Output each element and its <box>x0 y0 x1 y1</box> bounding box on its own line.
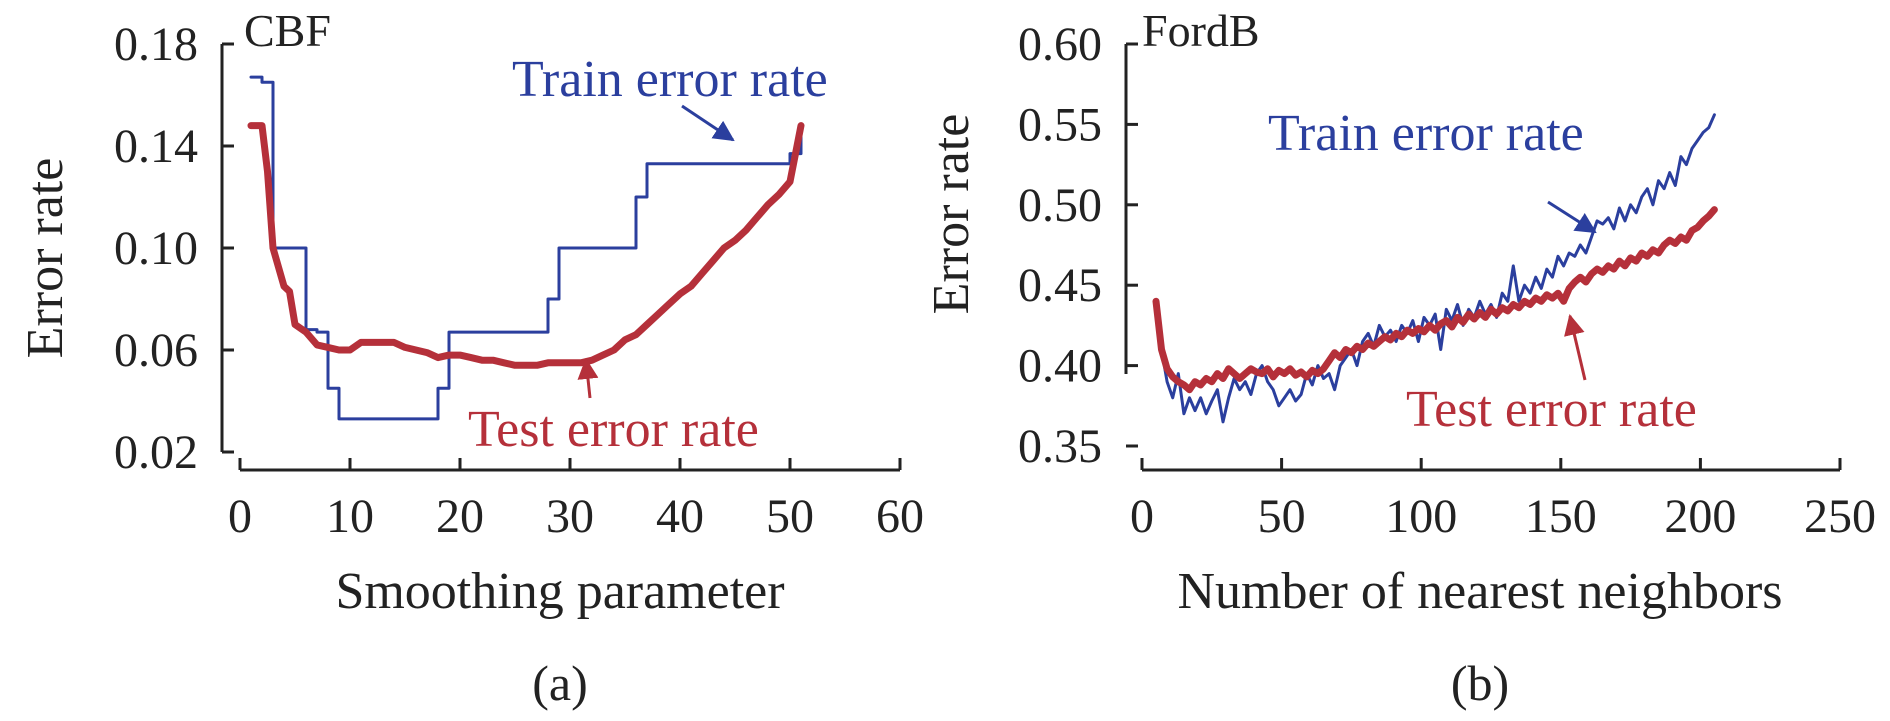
y-axis-label: Error rate <box>923 114 980 315</box>
x-tick-label: 20 <box>436 490 484 543</box>
y-tick-label: 0.50 <box>1018 179 1102 232</box>
chart-panel-cbf: 0.02 0.06 0.10 0.14 0.18 0 10 20 30 40 50 60 CBF E… <box>17 5 924 711</box>
train-annotation-arrow <box>681 104 735 142</box>
y-tick-label: 0.35 <box>1018 420 1102 473</box>
y-tick-label: 0.06 <box>114 324 198 377</box>
y-tick-label: 0.45 <box>1018 259 1102 312</box>
train-annotation-arrow <box>1547 200 1597 234</box>
y-tick-label: 0.18 <box>114 18 198 71</box>
train-error-rate-line <box>249 75 803 421</box>
y-axis-label: Error rate <box>17 158 74 359</box>
y-tick-label: 0.40 <box>1018 340 1102 393</box>
panel-caption: (a) <box>532 655 588 711</box>
x-tick-label: 0 <box>1130 490 1154 543</box>
x-tick-label: 10 <box>326 490 374 543</box>
test-annotation: Test error rate <box>1406 381 1697 438</box>
y-tick-label: 0.55 <box>1018 98 1102 151</box>
chart-panel-fordb: 0.35 0.40 0.45 0.50 0.55 0.60 0 50 100 150 200 250… <box>923 5 1876 711</box>
y-tick-label: 0.14 <box>114 120 198 173</box>
x-tick-label: 150 <box>1525 490 1597 543</box>
x-tick-label: 100 <box>1385 490 1457 543</box>
x-axis-label: Smoothing parameter <box>335 563 784 620</box>
y-tick-label: 0.02 <box>114 426 198 479</box>
x-tick-label: 50 <box>766 490 814 543</box>
x-tick-label: 30 <box>546 490 594 543</box>
x-tick-label: 0 <box>228 490 252 543</box>
x-tick-label: 50 <box>1258 490 1306 543</box>
y-tick-label: 0.10 <box>114 222 198 275</box>
x-tick-label: 250 <box>1804 490 1876 543</box>
test-annotation-arrow <box>577 357 599 399</box>
chart-title: CBF <box>244 5 331 56</box>
test-error-rate-line <box>247 122 805 369</box>
x-tick-label: 40 <box>656 490 704 543</box>
test-error-rate-line <box>1152 206 1718 394</box>
x-tick-label: 200 <box>1664 490 1736 543</box>
chart-title: FordB <box>1142 5 1260 56</box>
x-axis-label: Number of nearest neighbors <box>1177 563 1782 620</box>
test-annotation-arrow <box>1564 313 1587 381</box>
x-tick-label: 60 <box>876 490 924 543</box>
train-annotation: Train error rate <box>512 51 828 108</box>
panel-caption: (b) <box>1451 655 1509 711</box>
test-annotation: Test error rate <box>468 401 759 458</box>
y-tick-label: 0.60 <box>1018 18 1102 71</box>
train-error-rate-line <box>1154 113 1716 424</box>
train-annotation: Train error rate <box>1268 105 1584 162</box>
